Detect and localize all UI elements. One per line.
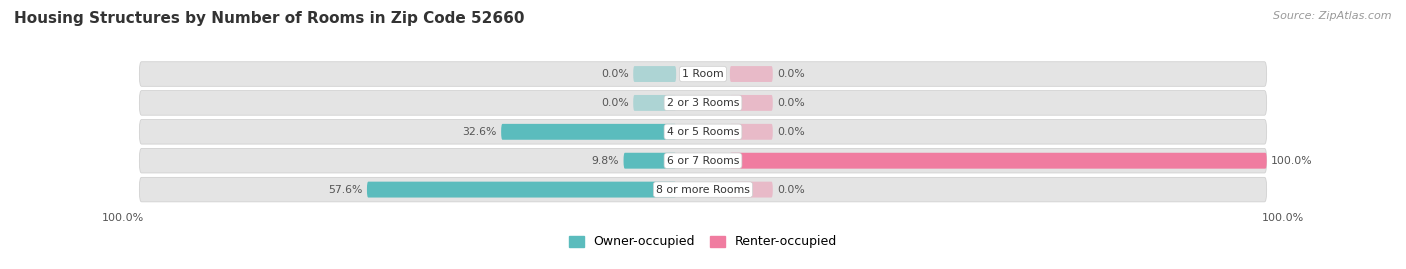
FancyBboxPatch shape bbox=[139, 62, 1267, 86]
FancyBboxPatch shape bbox=[139, 119, 1267, 144]
FancyBboxPatch shape bbox=[633, 66, 676, 82]
Text: 2 or 3 Rooms: 2 or 3 Rooms bbox=[666, 98, 740, 108]
FancyBboxPatch shape bbox=[139, 91, 1267, 115]
Text: 9.8%: 9.8% bbox=[592, 156, 619, 166]
FancyBboxPatch shape bbox=[730, 182, 773, 197]
FancyBboxPatch shape bbox=[623, 153, 676, 169]
Text: 0.0%: 0.0% bbox=[778, 127, 804, 137]
FancyBboxPatch shape bbox=[501, 124, 676, 140]
Text: 0.0%: 0.0% bbox=[778, 69, 804, 79]
Text: 32.6%: 32.6% bbox=[463, 127, 496, 137]
Text: 8 or more Rooms: 8 or more Rooms bbox=[657, 185, 749, 194]
FancyBboxPatch shape bbox=[139, 177, 1267, 202]
Text: 0.0%: 0.0% bbox=[602, 98, 628, 108]
Text: 0.0%: 0.0% bbox=[602, 69, 628, 79]
FancyBboxPatch shape bbox=[633, 95, 676, 111]
FancyBboxPatch shape bbox=[730, 153, 1267, 169]
FancyBboxPatch shape bbox=[139, 148, 1267, 173]
Legend: Owner-occupied, Renter-occupied: Owner-occupied, Renter-occupied bbox=[564, 231, 842, 253]
FancyBboxPatch shape bbox=[367, 182, 676, 197]
Text: 100.0%: 100.0% bbox=[1271, 156, 1313, 166]
Text: 1 Room: 1 Room bbox=[682, 69, 724, 79]
FancyBboxPatch shape bbox=[730, 124, 773, 140]
FancyBboxPatch shape bbox=[730, 95, 773, 111]
Text: 0.0%: 0.0% bbox=[778, 185, 804, 194]
Text: Housing Structures by Number of Rooms in Zip Code 52660: Housing Structures by Number of Rooms in… bbox=[14, 11, 524, 26]
Text: 6 or 7 Rooms: 6 or 7 Rooms bbox=[666, 156, 740, 166]
Text: 4 or 5 Rooms: 4 or 5 Rooms bbox=[666, 127, 740, 137]
FancyBboxPatch shape bbox=[730, 66, 773, 82]
Text: 57.6%: 57.6% bbox=[328, 185, 363, 194]
Text: Source: ZipAtlas.com: Source: ZipAtlas.com bbox=[1274, 11, 1392, 21]
Text: 0.0%: 0.0% bbox=[778, 98, 804, 108]
